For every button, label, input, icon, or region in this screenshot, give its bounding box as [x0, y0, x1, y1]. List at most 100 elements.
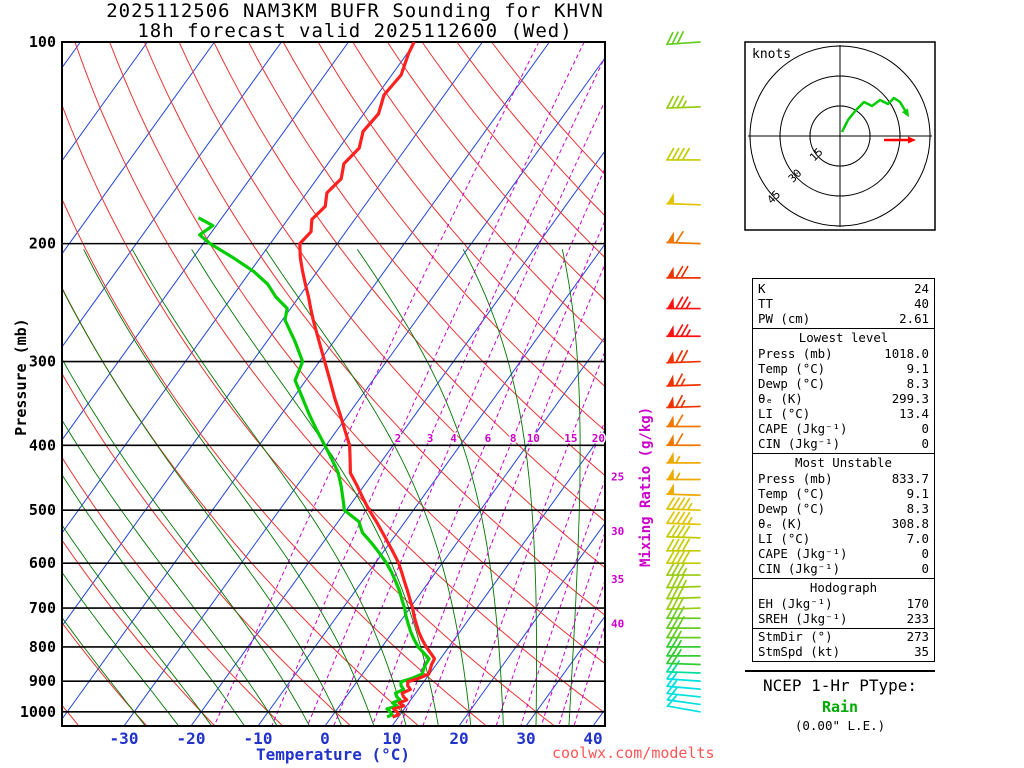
index-row: Press (mb) 1018.0 — [753, 346, 934, 361]
wind-barb — [666, 651, 701, 666]
index-label: TT — [758, 296, 773, 311]
pressure-tick-label: 900 — [29, 672, 56, 690]
index-label: Press (mb) — [758, 471, 833, 486]
index-row: LI (°C) 13.4 — [753, 406, 934, 421]
index-row: StmSpd (kt) 35 — [753, 644, 934, 659]
index-row: θₑ (K) 299.3 — [753, 391, 934, 406]
index-label: θₑ (K) — [758, 516, 803, 531]
wind-barb — [666, 596, 701, 611]
temperature-tick-label: -10 — [244, 729, 273, 748]
index-value: 8.3 — [906, 501, 929, 516]
sounding-traces — [197, 42, 437, 719]
wind-barb — [666, 147, 701, 161]
index-value: 299.3 — [891, 391, 929, 406]
index-row: CAPE (Jkg⁻¹) 0 — [753, 546, 934, 561]
index-value: 0 — [921, 436, 929, 451]
hodograph-units-label: knots — [752, 47, 791, 62]
mixing-ratio-label: 2 — [395, 432, 402, 445]
pressure-tick-label: 400 — [29, 436, 56, 454]
wind-barb — [666, 562, 701, 576]
temperature-tick-label: -30 — [110, 729, 139, 748]
chart-title: 2025112506 NAM3KM BUFR Sounding for KHVN… — [45, 1, 665, 41]
index-row: θₑ (K) 308.8 — [753, 516, 934, 531]
wind-barb — [666, 414, 701, 428]
index-value: 0 — [921, 546, 929, 561]
index-label: θₑ (K) — [758, 391, 803, 406]
chart-title-line2: 18h forecast valid 2025112600 (Wed) — [137, 20, 573, 42]
index-value: 24 — [914, 281, 929, 296]
index-label: PW (cm) — [758, 311, 811, 326]
pressure-tick-label: 100 — [29, 33, 56, 51]
mixing-ratio-label: 4 — [450, 432, 457, 445]
ptype-divider — [745, 670, 935, 672]
wind-barb — [666, 667, 701, 683]
index-value: 170 — [906, 596, 929, 611]
index-row: K 24 — [753, 281, 934, 296]
wind-barb — [666, 538, 701, 552]
index-label: StmSpd (kt) — [758, 644, 841, 659]
wind-barb — [666, 349, 701, 364]
index-value: 9.1 — [906, 486, 929, 501]
pressure-tick-label: 300 — [29, 353, 56, 371]
index-label: Dewp (°C) — [758, 501, 826, 516]
pressure-tick-label: 200 — [29, 235, 56, 253]
index-row: Press (mb) 833.7 — [753, 471, 934, 486]
index-label: Press (mb) — [758, 346, 833, 361]
index-row: PW (cm) 2.61 — [753, 311, 934, 326]
index-row: StmDir (°) 273 — [753, 629, 934, 644]
index-label: EH (Jkg⁻¹) — [758, 596, 833, 611]
index-value: 8.3 — [906, 376, 929, 391]
wind-barb-column — [666, 31, 701, 713]
plot-frame — [61, 41, 606, 727]
wind-barb — [666, 585, 701, 600]
index-value: 13.4 — [899, 406, 929, 421]
index-value: 1018.0 — [884, 346, 929, 361]
mixing-ratio-label: 8 — [510, 432, 517, 445]
index-label: CIN (Jkg⁻¹) — [758, 561, 841, 576]
mixing-ratio-axis-title: Mixing Ratio (g/kg) — [638, 406, 654, 567]
pressure-tick-label: 600 — [29, 554, 56, 572]
temperature-trace — [298, 42, 437, 719]
index-label: Temp (°C) — [758, 361, 826, 376]
index-section-header — [753, 628, 934, 629]
temperature-tick-label: 0 — [320, 729, 330, 748]
index-section-header: Most Unstable — [753, 453, 934, 471]
ptype-liquid-equivalent: (0.00" L.E.) — [794, 718, 886, 733]
index-value: 273 — [906, 629, 929, 644]
mixing-ratio-label: 25 — [611, 470, 624, 483]
temperature-tick-label: 30 — [516, 729, 535, 748]
wind-barb — [666, 674, 701, 690]
index-label: Dewp (°C) — [758, 376, 826, 391]
wind-barb — [666, 682, 701, 698]
index-value: 0 — [921, 561, 929, 576]
pressure-tick-label: 500 — [29, 501, 56, 519]
temperature-tick-label: -20 — [177, 729, 206, 748]
pressure-gridlines — [62, 41, 605, 713]
index-row: TT 40 — [753, 296, 934, 311]
index-value: 833.7 — [891, 471, 929, 486]
index-label: StmDir (°) — [758, 629, 833, 644]
index-value: 233 — [906, 611, 929, 626]
index-row: CIN (Jkg⁻¹) 0 — [753, 436, 934, 451]
mixing-ratio-label: 10 — [527, 432, 540, 445]
index-value: 35 — [914, 644, 929, 659]
temperature-tick-label: 20 — [449, 729, 468, 748]
index-row: LI (°C) 7.0 — [753, 531, 934, 546]
index-label: LI (°C) — [758, 406, 811, 421]
temperature-axis-title: Temperature (°C) — [255, 745, 411, 764]
index-row: Dewp (°C) 8.3 — [753, 501, 934, 516]
wind-barb — [666, 324, 701, 338]
pressure-tick-label: 1000 — [20, 703, 56, 721]
indices-panel: K 24 TT 40 PW (cm) 2.61 Lowest level Press (mb)… — [752, 278, 935, 662]
index-label: LI (°C) — [758, 531, 811, 546]
index-value: 9.1 — [906, 361, 929, 376]
mixing-ratio-label: 6 — [485, 432, 492, 445]
wind-barb — [666, 574, 701, 589]
wind-barb — [666, 31, 701, 46]
wind-barb — [666, 394, 701, 409]
index-row: EH (Jkg⁻¹) 170 — [753, 596, 934, 611]
index-label: Temp (°C) — [758, 486, 826, 501]
